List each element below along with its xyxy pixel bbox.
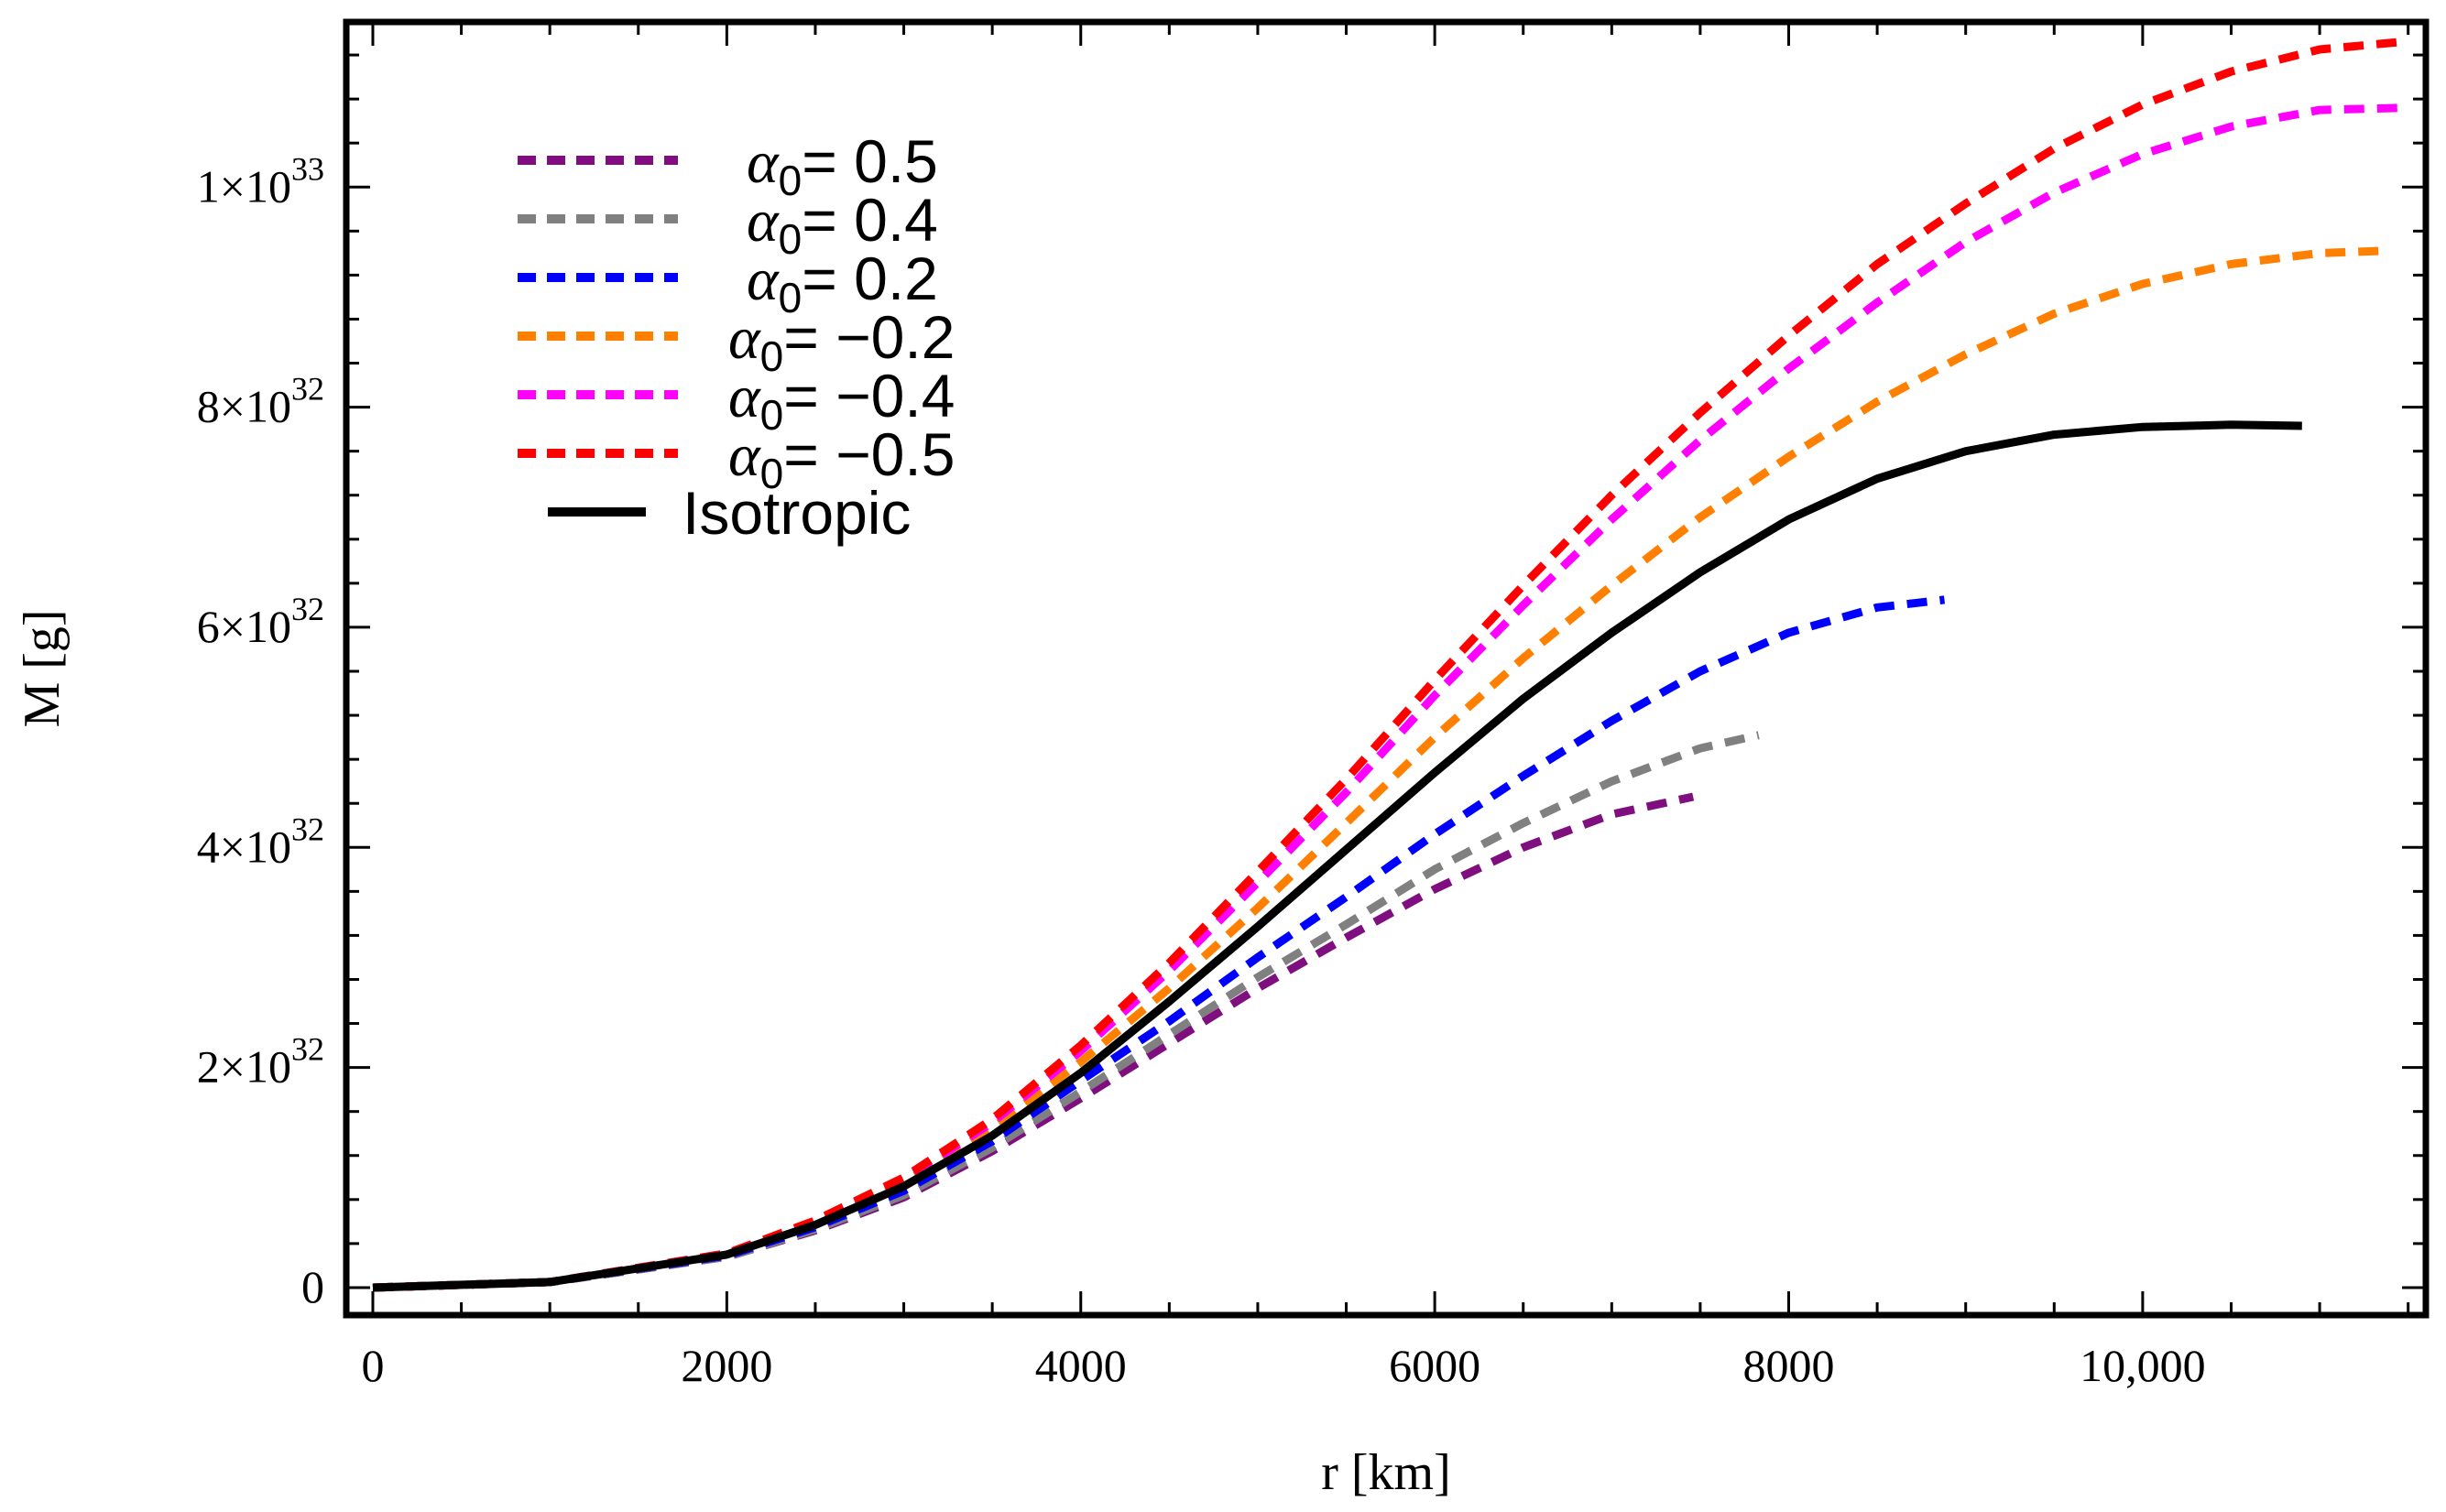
legend-subscript: 0 (779, 274, 803, 321)
x-tick-label: 4000 (1035, 1340, 1127, 1391)
legend-label-2: α0= 0.2 (747, 245, 938, 321)
plot-frame (343, 18, 2430, 1319)
legend-value: = −0.2 (783, 303, 955, 371)
y-tick-mantissa: 6×10 (197, 601, 291, 652)
legend-value: = 0.2 (802, 245, 938, 312)
legend-subscript: 0 (760, 450, 784, 497)
y-tick-label: 0 (301, 1261, 324, 1312)
series-layer (372, 38, 2404, 1292)
y-tick-exponent: 33 (291, 150, 324, 187)
y-tick-label: 8×1032 (197, 371, 324, 432)
legend-value: = 0.5 (802, 127, 938, 195)
legend-label-text: Isotropic (682, 479, 911, 547)
series-line-6 (372, 420, 2302, 1292)
legend-value: = 0.4 (802, 186, 938, 254)
legend-subscript: 0 (779, 157, 803, 204)
legend-label-1: α0= 0.4 (747, 186, 938, 263)
y-tick-mantissa: 2×10 (197, 1041, 291, 1093)
legend-alpha: α (728, 422, 761, 489)
x-axis-title: r [km] (1321, 1444, 1451, 1501)
y-tick-exponent: 32 (291, 591, 324, 627)
legend-label-3: α0= −0.2 (728, 303, 955, 380)
x-tick-label: 6000 (1389, 1340, 1480, 1391)
legend-label-5: α0= −0.5 (728, 420, 955, 497)
legend-alpha: α (747, 129, 780, 196)
y-tick-label: 6×1032 (197, 591, 324, 652)
legend-alpha: α (728, 364, 761, 430)
y-tick-mantissa: 4×10 (197, 821, 291, 872)
legend: α0= 0.5α0= 0.4α0= 0.2α0= −0.2α0= −0.4α0=… (518, 127, 955, 547)
y-tick-exponent: 32 (291, 371, 324, 408)
y-axis-title: M [g] (14, 609, 71, 727)
labels-layer: 0 2000 4000 6000 8000 10,00002×10324×10326×10… (197, 150, 2206, 1391)
legend-alpha: α (728, 305, 761, 372)
legend-alpha: α (747, 188, 780, 255)
x-tick-label: 2000 (681, 1340, 772, 1391)
series-line-1 (372, 731, 1760, 1292)
y-tick-exponent: 32 (291, 810, 324, 847)
y-tick-label: 4×1032 (197, 810, 324, 872)
x-tick-label: 10,000 (2080, 1340, 2206, 1391)
legend-subscript: 0 (760, 332, 784, 380)
legend-subscript: 0 (760, 391, 784, 439)
series-line-2 (372, 595, 1946, 1292)
y-tick-mantissa: 0 (301, 1261, 324, 1312)
y-tick-exponent: 32 (291, 1031, 324, 1068)
x-tick-label: 8000 (1743, 1340, 1835, 1391)
y-tick-mantissa: 8×10 (197, 381, 291, 432)
legend-subscript: 0 (779, 215, 803, 263)
y-tick-label: 1×1033 (197, 150, 324, 212)
series-line-5 (372, 38, 2404, 1292)
legend-value: = −0.5 (783, 420, 955, 488)
legend-label-4: α0= −0.4 (728, 362, 955, 439)
legend-value: = −0.4 (783, 362, 955, 430)
x-tick-label: 0 (361, 1340, 384, 1391)
y-tick-mantissa: 1×10 (197, 160, 291, 212)
legend-label-6: Isotropic (682, 479, 911, 547)
legend-alpha: α (747, 246, 780, 313)
legend-label-0: α0= 0.5 (747, 127, 938, 204)
y-tick-label: 2×1032 (197, 1031, 324, 1093)
